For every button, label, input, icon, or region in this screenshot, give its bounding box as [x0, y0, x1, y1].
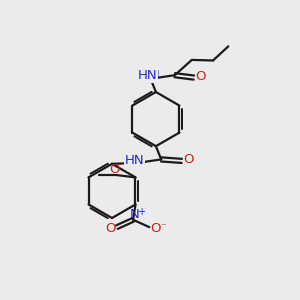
Text: O: O: [183, 153, 194, 166]
Text: ⁻: ⁻: [160, 223, 166, 233]
Text: O: O: [195, 70, 206, 83]
Text: O: O: [105, 222, 116, 235]
Text: +: +: [138, 207, 146, 218]
Text: N: N: [136, 154, 146, 166]
Text: HN: HN: [124, 154, 144, 166]
Text: H: H: [124, 154, 133, 166]
Text: O: O: [151, 222, 161, 235]
Text: N: N: [130, 208, 140, 221]
Text: O: O: [110, 163, 120, 176]
Text: H: H: [137, 69, 146, 82]
Text: HN: HN: [138, 69, 158, 82]
Text: N: N: [149, 69, 159, 82]
